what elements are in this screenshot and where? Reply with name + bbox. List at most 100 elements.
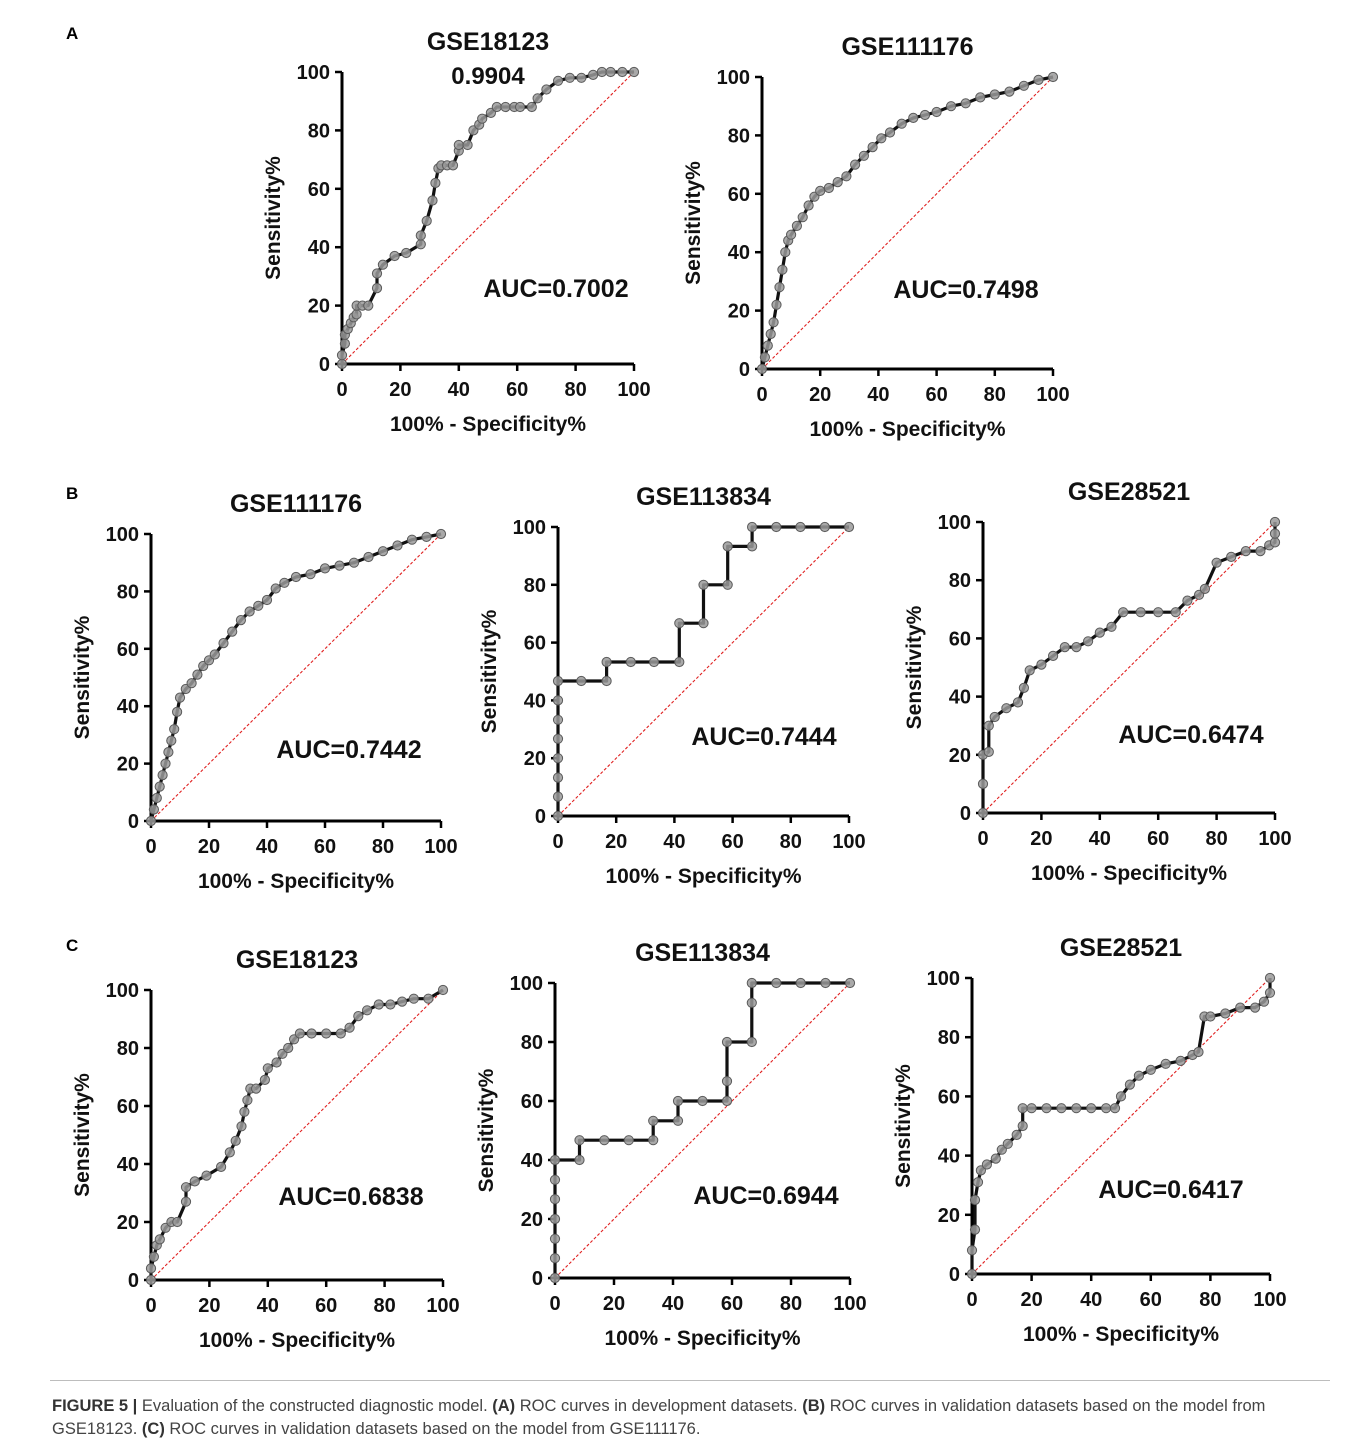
x-tick-label: 40 (1089, 828, 1111, 850)
roc-charts: GSE18123 0 20 40 60 80 100 0 20 40 60 80 100 100% - S… (71, 28, 1292, 1352)
x-axis-label: 100% - Specificity% (604, 1327, 800, 1350)
y-tick-label: 100 (297, 62, 330, 84)
roc-point (756, 363, 768, 375)
roc-point (336, 358, 348, 370)
roc-point (235, 615, 246, 626)
auc-label: AUC=0.6474 (1118, 721, 1263, 749)
x-tick-label: 60 (925, 384, 947, 406)
x-tick-label: 20 (389, 379, 411, 401)
chart-title: GSE18123 (236, 946, 358, 974)
caption-b-label: (B) (802, 1397, 826, 1415)
roc-point (1211, 557, 1222, 568)
roc-point (625, 656, 636, 668)
auc-label: AUC=0.7498 (893, 276, 1038, 304)
y-tick-label: 40 (117, 696, 139, 718)
roc-point (435, 528, 447, 540)
roc-point (1011, 1129, 1022, 1141)
figure-caption: FIGURE 5 | Evaluation of the constructed… (52, 1395, 1342, 1441)
roc-point (564, 72, 575, 83)
roc-point (981, 1159, 993, 1170)
roc-point (261, 594, 273, 606)
roc-point (867, 142, 878, 153)
roc-point (960, 98, 971, 109)
roc-point (385, 999, 396, 1010)
roc-point (975, 1165, 987, 1176)
roc-point (1205, 1011, 1216, 1022)
roc-point (771, 521, 782, 533)
roc-point (1269, 516, 1281, 528)
roc-point (1182, 595, 1193, 606)
roc-point (823, 182, 835, 194)
panel-label-b: B (66, 484, 79, 503)
roc-point (148, 804, 159, 815)
roc-point (762, 340, 773, 351)
chart-title: GSE28521 (1060, 934, 1182, 962)
roc-point (1220, 1008, 1231, 1019)
roc-point (1017, 1103, 1028, 1114)
y-axis-label: Sensitivity% (682, 161, 705, 285)
roc-point (1193, 1046, 1204, 1058)
chart-title: GSE113834 (635, 939, 770, 967)
x-tick-label: 20 (809, 384, 831, 406)
roc-point (1264, 972, 1276, 984)
roc-point (154, 781, 165, 792)
y-tick-label: 0 (319, 354, 330, 376)
roc-point (1135, 607, 1146, 618)
roc-point (990, 1153, 1001, 1164)
roc-point (791, 220, 803, 231)
roc-point (491, 101, 502, 113)
auc-label: AUC=0.7442 (276, 736, 421, 764)
roc-point (795, 521, 806, 533)
roc-point (408, 993, 419, 1004)
y-tick-label: 20 (728, 301, 750, 323)
y-tick-label: 40 (117, 1154, 139, 1176)
reference-line (341, 71, 635, 365)
roc-point (996, 1144, 1007, 1155)
panel-label-a: A (66, 24, 79, 43)
roc-point (803, 200, 814, 211)
roc-point (841, 171, 852, 182)
x-tick-label: 100 (1036, 384, 1069, 406)
roc-point (145, 815, 157, 827)
auc-label: AUC=0.6417 (1098, 1176, 1243, 1204)
roc-point (1024, 665, 1035, 676)
roc-point (975, 92, 986, 103)
roc-point (797, 212, 808, 223)
y-tick-label: 60 (308, 179, 330, 201)
roc-point (549, 1194, 561, 1205)
roc-point (722, 579, 733, 590)
x-tick-label: 0 (977, 828, 988, 850)
roc-point (154, 1234, 165, 1245)
roc-point (1106, 621, 1117, 632)
roc-point (1048, 650, 1059, 662)
roc-point (747, 521, 758, 533)
roc-point (363, 300, 374, 311)
roc-point (765, 328, 776, 340)
roc-point (599, 1135, 610, 1146)
roc-point (406, 534, 418, 545)
roc-point (262, 1063, 273, 1074)
x-tick-label: 20 (605, 831, 627, 853)
caption-divider (50, 1380, 1330, 1381)
x-tick-label: 20 (198, 1295, 220, 1317)
roc-point (1153, 607, 1164, 618)
roc-point (576, 675, 587, 687)
roc-point (1071, 642, 1082, 653)
chart-title: GSE28521 (1068, 478, 1190, 506)
y-tick-label: 80 (524, 575, 546, 597)
roc-point (1101, 1103, 1112, 1114)
roc-point (698, 618, 709, 629)
roc-point (1026, 1103, 1037, 1114)
roc-point (371, 268, 383, 279)
roc-point (363, 551, 374, 563)
auc-label: AUC=0.7002 (483, 275, 628, 303)
roc-point (844, 977, 856, 989)
roc-point (351, 309, 362, 320)
roc-chart-5: GSE28521 0 20 40 60 80 100 0 20 40 60 80 100 100% - S… (903, 478, 1292, 885)
roc-point (453, 139, 464, 151)
chart-title: GSE111176 (841, 33, 973, 61)
roc-point (174, 692, 186, 703)
roc-point (1086, 1103, 1097, 1114)
y-tick-label: 20 (521, 1209, 543, 1231)
roc-point (189, 1176, 200, 1187)
